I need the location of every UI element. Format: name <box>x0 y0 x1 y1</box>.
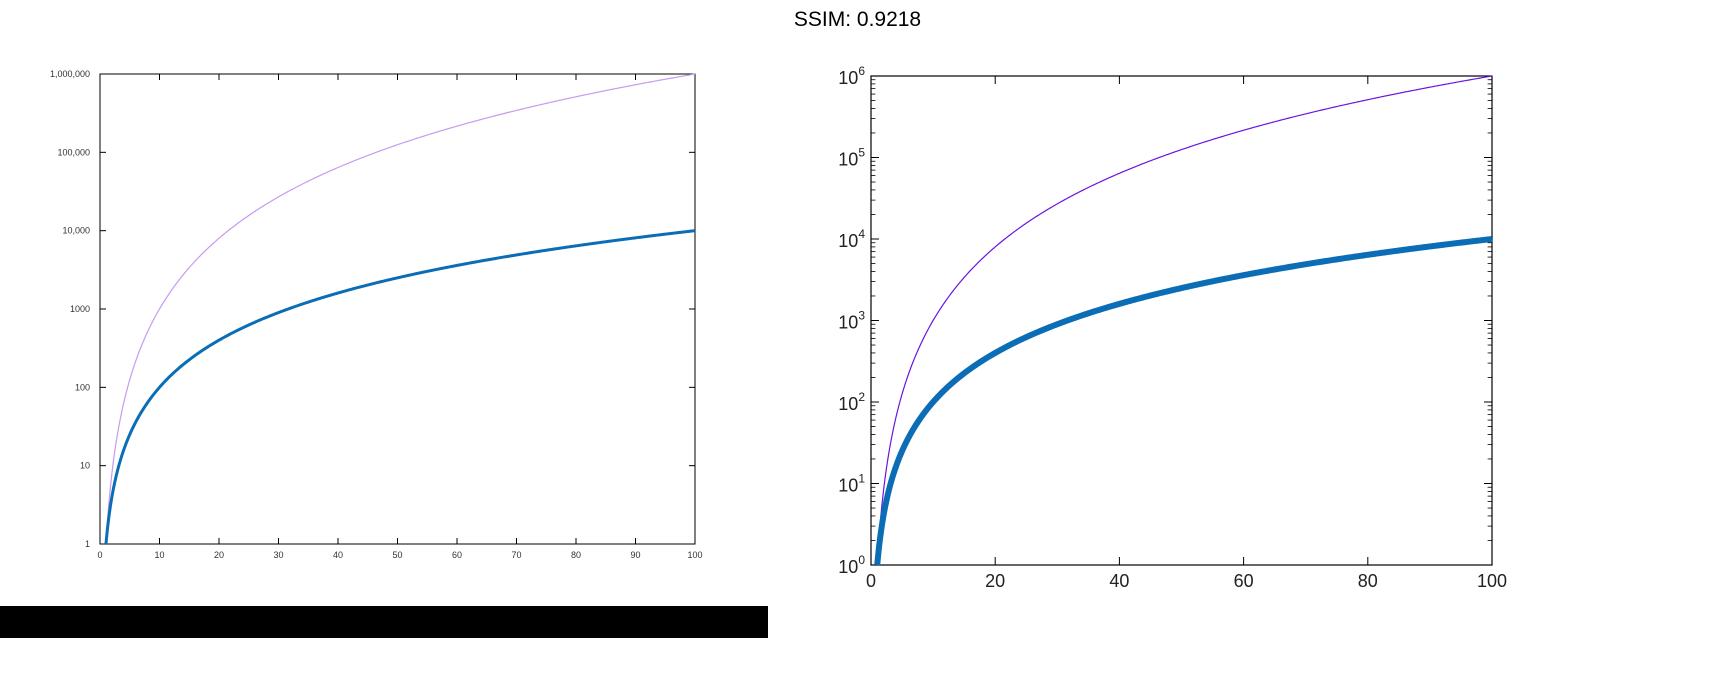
y-tick-base: 10 <box>838 476 858 496</box>
series-line-x-pow-2 <box>874 236 1494 566</box>
y-tick-label: 100 <box>838 553 865 577</box>
y-tick-exponent: 1 <box>858 472 865 486</box>
y-tick-exponent: 0 <box>858 553 865 567</box>
x-tick-label: 0 <box>97 550 102 560</box>
x-tick-label: 10 <box>154 550 164 560</box>
x-tick-label: 80 <box>1358 571 1378 591</box>
x-tick-label: 60 <box>452 550 462 560</box>
y-tick-label: 104 <box>838 227 865 251</box>
y-tick-exponent: 6 <box>858 64 865 78</box>
series-line-x-pow-2 <box>104 229 696 545</box>
series-line-x-pow-3 <box>876 75 1493 566</box>
x-tick-label: 30 <box>273 550 283 560</box>
x-tick-label: 100 <box>1477 571 1507 591</box>
y-tick-label: 10 <box>80 461 90 471</box>
y-tick-label: 106 <box>838 64 865 88</box>
y-tick-exponent: 2 <box>858 390 865 404</box>
y-tick-base: 10 <box>838 313 858 333</box>
x-tick-label: 60 <box>1234 571 1254 591</box>
y-tick-base: 10 <box>838 231 858 251</box>
x-tick-label: 80 <box>571 550 581 560</box>
y-tick-base: 10 <box>838 557 858 577</box>
x-tick-label: 20 <box>985 571 1005 591</box>
y-tick-label: 1000 <box>70 304 90 314</box>
y-tick-label: 100 <box>75 382 90 392</box>
y-tick-label: 10,000 <box>62 226 90 236</box>
x-tick-label: 70 <box>511 550 521 560</box>
x-tick-label: 50 <box>392 550 402 560</box>
x-tick-label: 0 <box>866 571 876 591</box>
left-chart: 0 10 20 30 40 50 60 70 80 90 100110100100010,00010… <box>50 69 703 560</box>
x-tick-label: 40 <box>1109 571 1129 591</box>
x-tick-label: 40 <box>333 550 343 560</box>
y-tick-base: 10 <box>838 394 858 414</box>
y-tick-label: 1 <box>85 539 90 549</box>
y-tick-label: 1,000,000 <box>50 69 90 79</box>
y-tick-label: 101 <box>838 472 865 496</box>
y-tick-label: 100,000 <box>57 147 90 157</box>
y-tick-exponent: 5 <box>858 146 865 160</box>
y-tick-label: 102 <box>838 390 865 414</box>
series-line-x-pow-3 <box>105 73 696 545</box>
y-tick-exponent: 3 <box>858 309 865 323</box>
x-tick-label: 20 <box>214 550 224 560</box>
y-tick-exponent: 4 <box>858 227 865 241</box>
y-tick-base: 10 <box>838 68 858 88</box>
x-tick-label: 90 <box>630 550 640 560</box>
y-tick-label: 105 <box>838 146 865 170</box>
x-tick-label: 100 <box>687 550 702 560</box>
y-tick-label: 103 <box>838 309 865 333</box>
y-tick-base: 10 <box>838 150 858 170</box>
black-bar <box>0 606 768 638</box>
page-title: SSIM: 0.9218 <box>793 8 922 31</box>
